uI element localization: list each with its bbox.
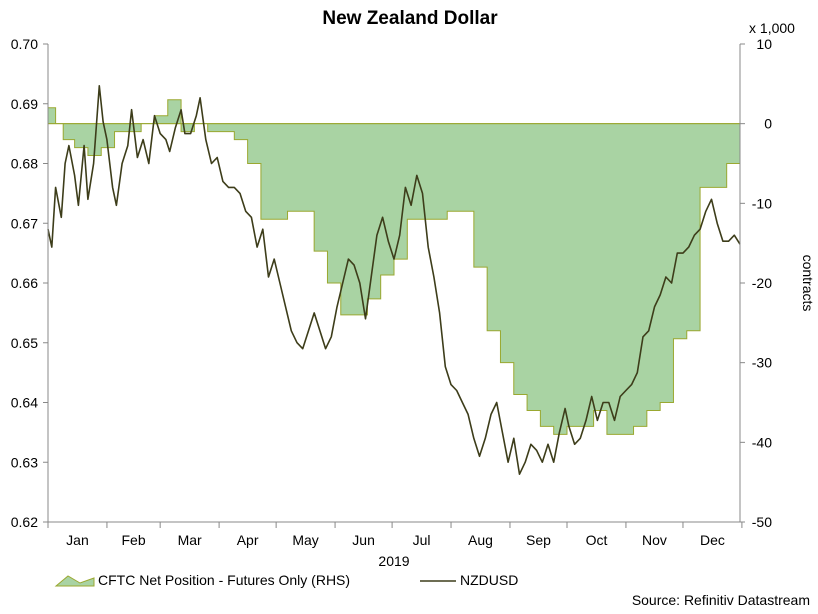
left-tick-label: 0.66: [11, 275, 38, 291]
right-axis-label: contracts: [800, 255, 816, 312]
right-axis-multiplier: x 1,000: [749, 20, 795, 36]
nzdusd-line: [47, 85, 741, 476]
chart-title: New Zealand Dollar: [322, 8, 498, 29]
legend-line-label: NZDUSD: [460, 572, 518, 588]
area-series-layer: [47, 99, 741, 435]
x-tick-label: May: [292, 532, 318, 548]
right-tick-label: 10: [756, 36, 772, 52]
left-tick-label: 0.70: [11, 36, 38, 52]
x-tick-label: Aug: [468, 532, 493, 548]
right-tick-label: -50: [752, 514, 772, 530]
left-tick-label: 0.65: [11, 335, 38, 351]
right-axis-ticks: 10 0 -10 -20 -30 -40 -50: [740, 36, 772, 530]
right-tick-label: -30: [752, 355, 772, 371]
x-tick-label: Sep: [526, 532, 551, 548]
x-tick-label: Jun: [352, 532, 375, 548]
x-tick-label: Apr: [237, 532, 259, 548]
left-tick-label: 0.69: [11, 96, 38, 112]
cftc-net-position-area: [47, 99, 741, 435]
left-axis-ticks: 0.70 0.69 0.68 0.67 0.66 0.65 0.64 0.63 0.62: [11, 36, 48, 530]
x-tick-label: Jan: [66, 532, 89, 548]
line-series-layer: [47, 85, 741, 476]
x-tick-label: Feb: [121, 532, 145, 548]
x-tick-label: Mar: [178, 532, 202, 548]
x-tick-label: Nov: [642, 532, 667, 548]
x-axis-ticks: Jan Feb Mar Apr May Jun Jul Aug Sep Oct Nov Dec: [47, 522, 743, 548]
x-tick-label: Dec: [700, 532, 725, 548]
source-note: Source: Refinitiv Datastream: [632, 592, 810, 608]
x-tick-label: Jul: [413, 532, 431, 548]
legend: CFTC Net Position - Futures Only (RHS) N…: [54, 572, 518, 588]
legend-area-label: CFTC Net Position - Futures Only (RHS): [98, 572, 350, 588]
left-tick-label: 0.67: [11, 215, 38, 231]
x-axis-title: 2019: [378, 553, 409, 569]
right-tick-label: -40: [752, 434, 772, 450]
left-tick-label: 0.68: [11, 156, 38, 172]
right-tick-label: -20: [752, 275, 772, 291]
x-tick-label: Oct: [586, 532, 608, 548]
right-tick-label: -10: [752, 195, 772, 211]
legend-area-swatch: [54, 575, 95, 587]
left-tick-label: 0.62: [11, 514, 38, 530]
left-tick-label: 0.64: [11, 395, 38, 411]
right-tick-label: 0: [764, 116, 772, 132]
left-tick-label: 0.63: [11, 454, 38, 470]
